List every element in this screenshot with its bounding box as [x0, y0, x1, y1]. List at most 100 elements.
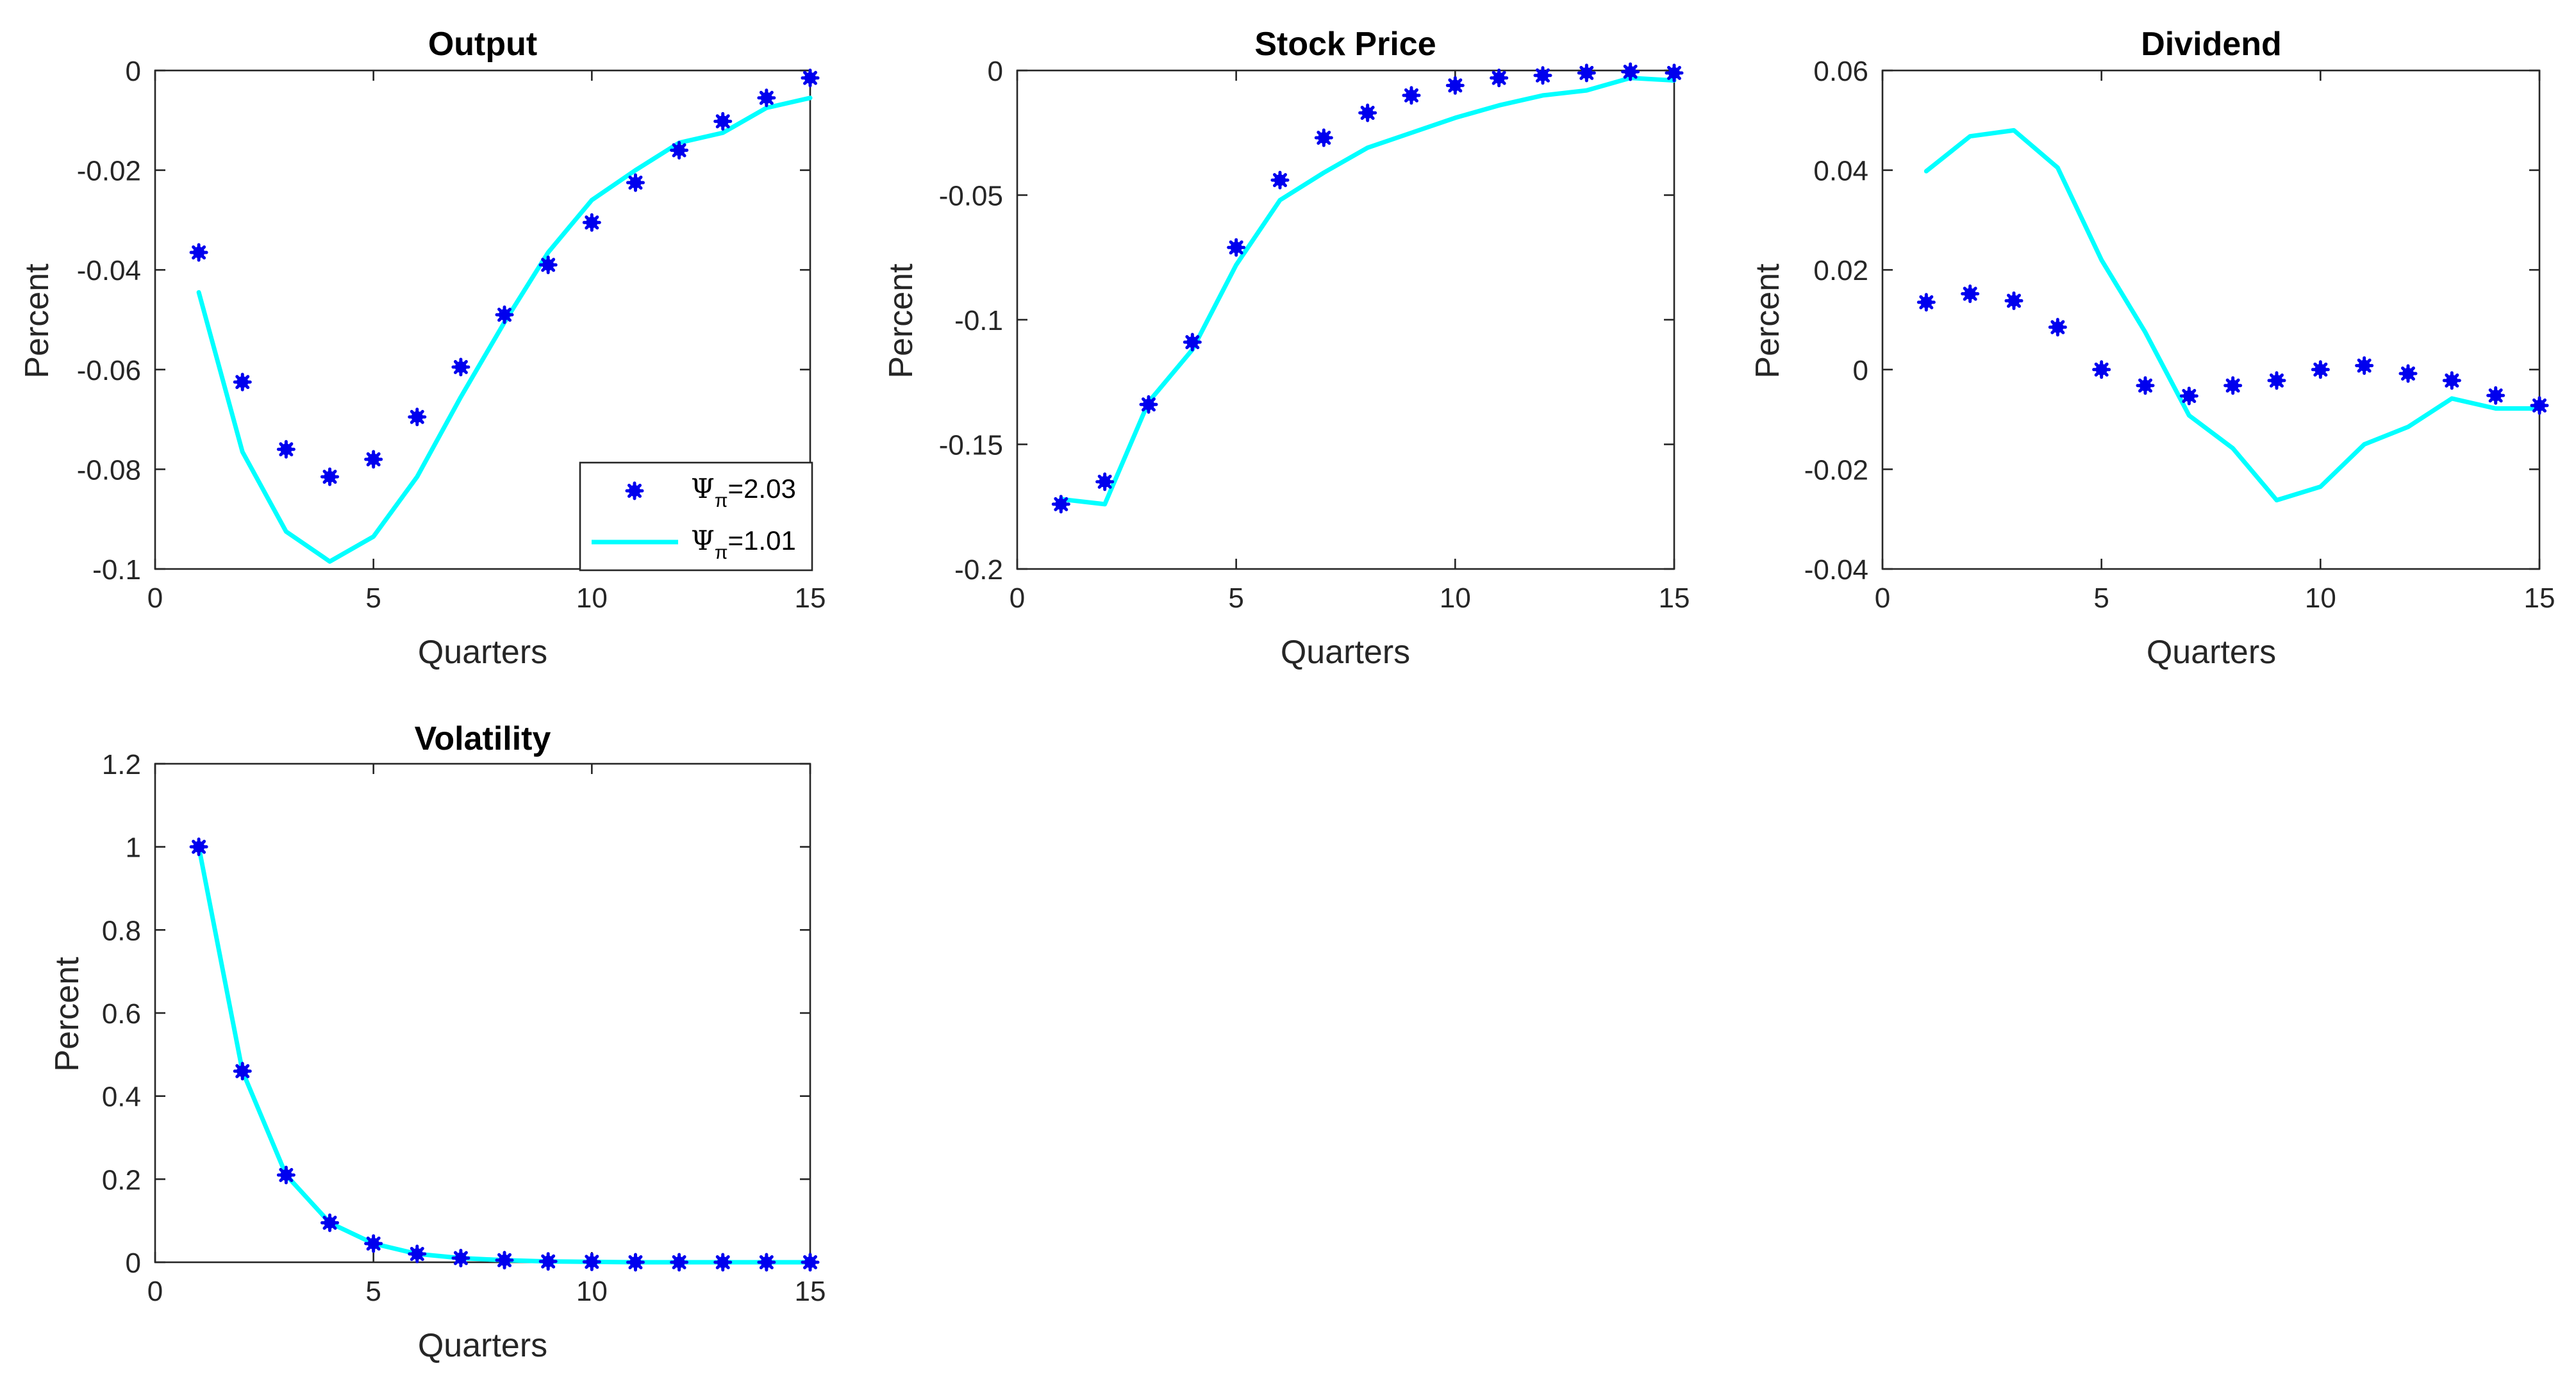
y-tick-label: 0 — [126, 1248, 141, 1279]
data-point-psi-2.03 — [1621, 62, 1640, 81]
data-point-psi-2.03 — [1183, 333, 1202, 352]
legend-subscript: π — [715, 490, 728, 511]
data-point-psi-2.03 — [1227, 238, 1246, 257]
y-tick-label: 0.8 — [102, 915, 141, 946]
plot-area — [1016, 69, 1675, 570]
data-point-psi-2.03 — [276, 440, 295, 459]
x-axis-label: Quarters — [2147, 634, 2276, 671]
y-tick-label: 0.06 — [1813, 56, 1868, 87]
x-axis-label: Quarters — [418, 634, 547, 671]
plot-area — [1881, 69, 2541, 570]
x-tick-label: 0 — [1010, 582, 1025, 614]
legend-value: =2.03 — [728, 474, 796, 504]
legend: Ψπ=2.03 Ψπ=1.01 — [579, 461, 813, 572]
x-tick-label: 10 — [1440, 582, 1471, 614]
data-point-psi-2.03 — [801, 69, 820, 88]
x-tick-label: 0 — [1875, 582, 1890, 614]
data-point-psi-2.03 — [2179, 386, 2198, 406]
y-tick-label: -0.1 — [954, 305, 1003, 336]
data-point-psi-2.03 — [276, 1166, 295, 1185]
data-point-psi-2.03 — [713, 1253, 733, 1272]
y-tick-label: -0.04 — [1804, 554, 1868, 586]
data-point-psi-2.03 — [2223, 376, 2243, 395]
x-tick-label: 5 — [365, 1276, 381, 1307]
data-point-psi-2.03 — [2136, 376, 2155, 395]
y-tick-label: 0 — [1853, 355, 1868, 386]
legend-entry-psi-1.01: Ψπ=1.01 — [691, 525, 796, 563]
data-point-psi-2.03 — [2048, 318, 2067, 337]
y-tick-label: 1 — [126, 832, 141, 864]
data-point-psi-2.03 — [320, 467, 340, 486]
x-tick-label: 0 — [147, 582, 163, 614]
series-line-psi-1.01 — [1058, 76, 1677, 507]
panel-stock-price: 0 5 10 15 -0.2 -0.15 -0.1 -0.05 0 Stock Price Qu… — [883, 26, 1690, 671]
data-point-psi-2.03 — [538, 1252, 558, 1271]
data-point-psi-2.03 — [2311, 360, 2330, 379]
data-point-psi-2.03 — [757, 88, 776, 108]
x-tick-label: 10 — [576, 1276, 608, 1307]
y-tick-label: -0.15 — [939, 430, 1003, 461]
y-tick-label: -0.02 — [1804, 454, 1868, 486]
data-point-psi-2.03 — [1358, 103, 1377, 122]
data-point-psi-2.03 — [1445, 76, 1465, 95]
y-tick-label: -0.2 — [954, 554, 1003, 586]
y-axis-label: Percent — [49, 957, 86, 1072]
data-point-psi-2.03 — [495, 305, 514, 324]
data-point-psi-2.03 — [1665, 63, 1684, 83]
panel-output: 0 5 10 15 -0.1 -0.08 -0.06 -0.04 -0.02 0 Output Q… — [19, 26, 826, 671]
data-point-psi-2.03 — [364, 1234, 383, 1253]
data-point-psi-2.03 — [233, 372, 252, 391]
x-tick-label: 5 — [2093, 582, 2109, 614]
x-tick-label: 5 — [365, 582, 381, 614]
legend-entry-psi-2.03: Ψπ=2.03 — [691, 473, 796, 511]
data-point-psi-2.03 — [1095, 472, 1115, 491]
data-point-psi-2.03 — [2092, 360, 2111, 379]
data-point-psi-2.03 — [1533, 66, 1552, 85]
y-axis-label: Percent — [1749, 263, 1786, 379]
data-point-psi-2.03 — [538, 255, 558, 274]
data-point-psi-2.03 — [495, 1251, 514, 1270]
y-tick-label: 1.2 — [102, 749, 141, 780]
data-point-psi-2.03 — [2355, 356, 2374, 375]
x-tick-label: 15 — [795, 1276, 826, 1307]
plot-area — [154, 69, 811, 570]
data-point-psi-2.03 — [582, 1252, 601, 1271]
y-tick-label: -0.1 — [92, 554, 141, 586]
x-tick-label: 10 — [576, 582, 608, 614]
data-point-psi-2.03 — [1402, 86, 1421, 105]
y-axis-label: Percent — [19, 263, 56, 379]
y-tick-label: 0 — [126, 56, 141, 87]
y-tick-label: 0.2 — [102, 1164, 141, 1196]
plot-title: Stock Price — [1254, 26, 1436, 63]
x-tick-label: 15 — [2524, 582, 2555, 614]
data-point-psi-2.03 — [1961, 284, 1980, 304]
y-tick-label: -0.04 — [77, 255, 141, 286]
data-point-psi-2.03 — [2004, 291, 2023, 310]
x-tick-label: 5 — [1228, 582, 1243, 614]
data-point-psi-2.03 — [1051, 495, 1070, 514]
y-tick-label: -0.08 — [77, 454, 141, 486]
data-point-psi-2.03 — [626, 173, 645, 192]
series-line-psi-1.01 — [196, 844, 813, 1265]
x-tick-label: 15 — [795, 582, 826, 614]
legend-box — [579, 461, 813, 572]
y-tick-label: 0 — [988, 56, 1003, 87]
legend-marker-psi-2.03 — [625, 481, 644, 500]
legend-subscript: π — [715, 542, 728, 563]
data-point-psi-2.03 — [451, 1249, 470, 1268]
panel-dividend: 0 5 10 15 -0.04 -0.02 0 0.02 0.04 0.06 Dividend Q… — [1749, 26, 2555, 671]
data-point-psi-2.03 — [2398, 364, 2418, 383]
legend-symbol: Ψ — [691, 473, 715, 504]
y-tick-label: 0.4 — [102, 1082, 141, 1113]
x-tick-label: 0 — [147, 1276, 163, 1307]
x-tick-label: 15 — [1659, 582, 1690, 614]
plot-title: Volatility — [415, 720, 551, 757]
data-point-psi-2.03 — [364, 450, 383, 469]
y-tick-label: -0.05 — [939, 181, 1003, 212]
data-point-psi-2.03 — [670, 1253, 689, 1272]
data-point-psi-2.03 — [2486, 386, 2505, 405]
legend-symbol: Ψ — [691, 525, 715, 556]
data-point-psi-2.03 — [757, 1253, 776, 1272]
x-axis-label: Quarters — [1281, 634, 1410, 671]
data-point-psi-2.03 — [1577, 63, 1596, 83]
